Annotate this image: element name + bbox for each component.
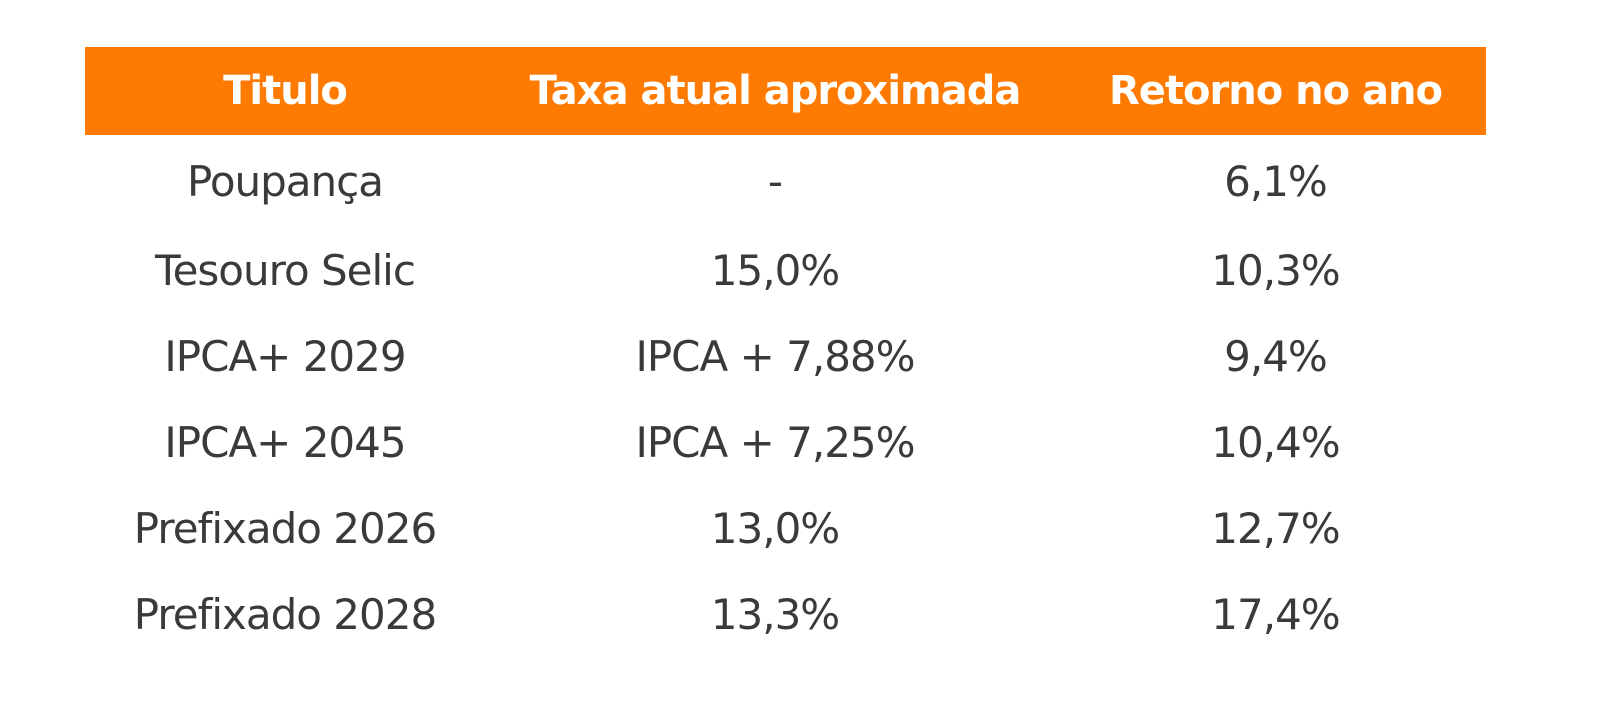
cell-taxa: 15,0% (710, 245, 840, 295)
cell-titulo: IPCA+ 2045 (164, 417, 406, 467)
cell-retorno: 17,4% (1211, 589, 1340, 639)
cell-taxa: 13,3% (710, 589, 840, 639)
table-row: Prefixado 2026 13,0% 12,7% (85, 485, 1486, 571)
header-titulo: Titulo (85, 47, 485, 135)
cell-titulo: Tesouro Selic (155, 245, 416, 295)
cell-retorno: 10,3% (1211, 245, 1340, 295)
cell-retorno: 9,4% (1224, 331, 1328, 381)
cell-retorno: 6,1% (1224, 156, 1328, 206)
cell-titulo: Poupança (187, 156, 384, 206)
cell-taxa: 13,0% (710, 503, 840, 553)
rates-table: Titulo Taxa atual aproximada Retorno no … (85, 47, 1486, 657)
table-row: Poupança - 6,1% (85, 135, 1486, 227)
cell-retorno: 12,7% (1211, 503, 1340, 553)
table-row: Prefixado 2028 13,3% 17,4% (85, 571, 1486, 657)
cell-titulo: Prefixado 2028 (133, 589, 437, 639)
cell-taxa: IPCA + 7,25% (635, 417, 915, 467)
cell-titulo: IPCA+ 2029 (164, 331, 406, 381)
table-body: Poupança - 6,1% Tesouro Selic 15,0% 10,3… (85, 135, 1486, 657)
table-header: Titulo Taxa atual aproximada Retorno no … (85, 47, 1486, 135)
table-row: IPCA+ 2029 IPCA + 7,88% 9,4% (85, 313, 1486, 399)
header-retorno-ano: Retorno no ano (1065, 47, 1486, 135)
cell-titulo: Prefixado 2026 (133, 503, 437, 553)
header-taxa-atual: Taxa atual aproximada (485, 47, 1065, 135)
cell-retorno: 10,4% (1211, 417, 1340, 467)
cell-taxa: IPCA + 7,88% (635, 331, 915, 381)
table-row: IPCA+ 2045 IPCA + 7,25% 10,4% (85, 399, 1486, 485)
table-row: Tesouro Selic 15,0% 10,3% (85, 227, 1486, 313)
cell-taxa: - (767, 156, 783, 206)
header-row: Titulo Taxa atual aproximada Retorno no … (85, 47, 1486, 135)
